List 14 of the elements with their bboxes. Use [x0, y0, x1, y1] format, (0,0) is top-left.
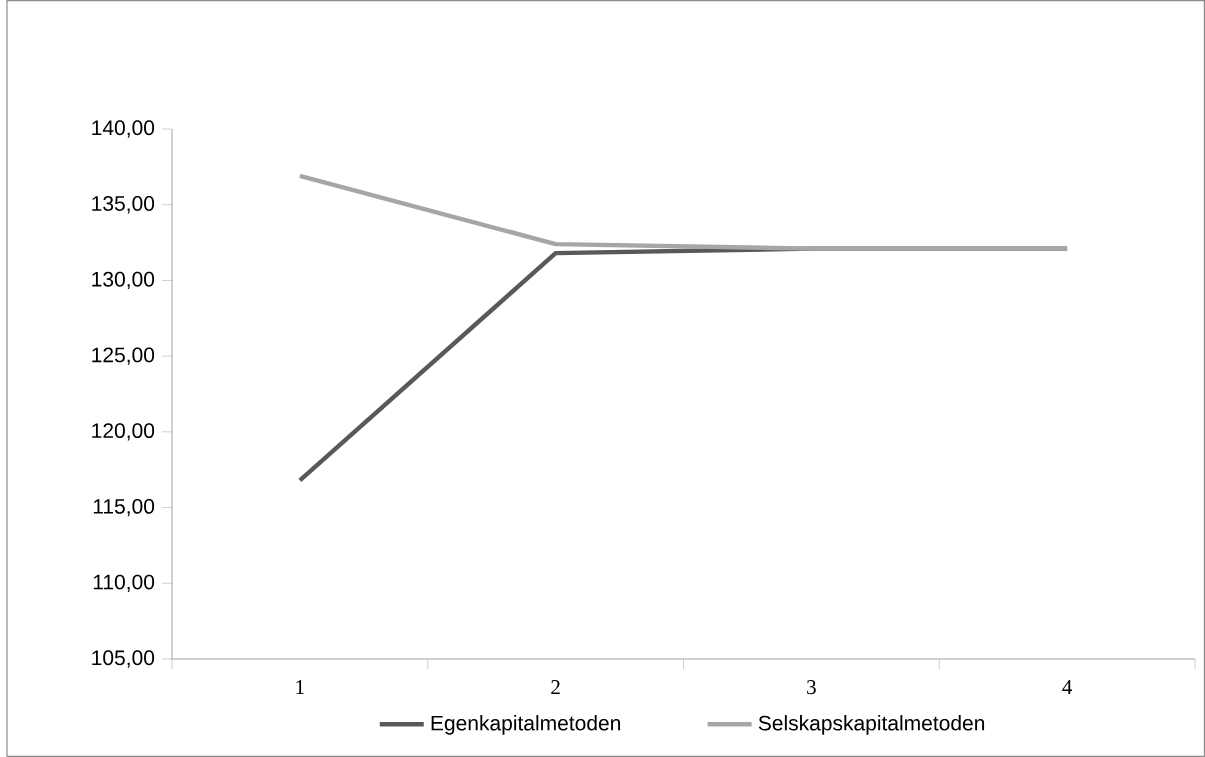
- legend-label: Egenkapitalmetoden: [431, 715, 621, 735]
- x-tick-label: 1: [296, 680, 304, 694]
- y-tick-label: 130,00: [92, 271, 155, 290]
- legend-label: Selskapskapitalmetoden: [758, 715, 985, 735]
- x-tick-label: 4: [1062, 680, 1073, 694]
- y-tick-label: 115,00: [93, 498, 155, 517]
- y-tick-label: 105,00: [92, 650, 155, 668]
- x-tick-label: 2: [551, 680, 560, 694]
- y-tick-label: 125,00: [92, 347, 155, 365]
- y-tick-label: 110,00: [93, 574, 155, 592]
- y-tick-label: 135,00: [92, 196, 155, 214]
- x-tick-label: 3: [807, 680, 816, 695]
- y-tick-label: 140,00: [92, 120, 155, 138]
- y-tick-label: 120,00: [92, 423, 155, 441]
